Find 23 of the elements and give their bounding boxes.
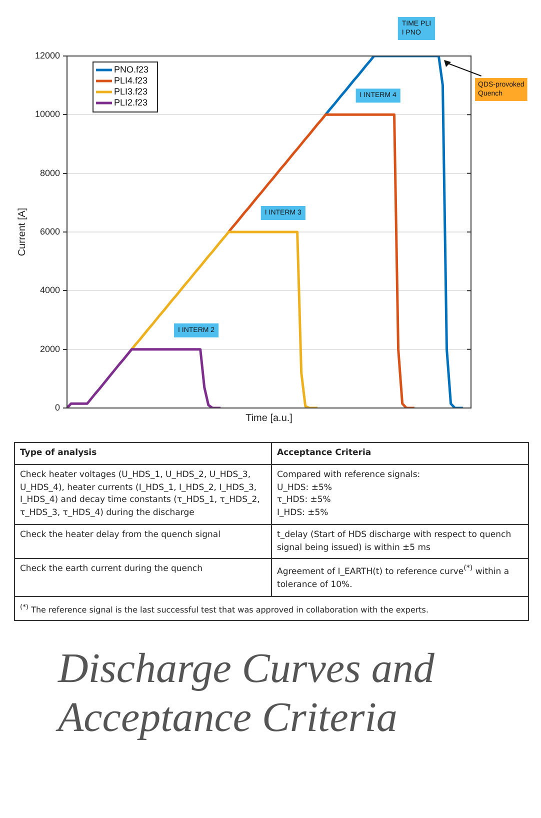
- text: t_delay (Start of HDS discharge with respect to quench signal being issued) is within ±5 ms: [272, 524, 528, 559]
- text: Compared with reference signals: U_HDS: ±5% τ_HDS: ±5% I_HDS: ±5%: [272, 464, 528, 524]
- legend-label: PLI2.f23: [114, 97, 148, 108]
- text: Acceptance Criteria: [272, 442, 528, 464]
- legend-label: PNO.f23: [114, 64, 149, 74]
- y-tick-label: 4000: [40, 285, 60, 296]
- y-tick-label: 2000: [40, 344, 60, 354]
- text: Check the heater delay from the quench signal: [14, 524, 272, 559]
- y-axis-title: Current [A]: [16, 208, 28, 256]
- y-tick-label: 0: [55, 402, 60, 412]
- y-tick-label: 8000: [40, 168, 60, 178]
- text: Check heater voltages (U_HDS_1, U_HDS_2, U_HDS_3, U_HDS_4), heater currents (I_HDS_1, I_HDS_2, I_HDS_3, I_HDS_4) and decay time constants (τ_HDS_1, τ_HDS_2, τ_HDS_3, τ_HDS_4) during the discharge: [14, 464, 272, 524]
- y-tick-label: 10000: [34, 109, 60, 120]
- text: Type of analysis: [14, 442, 272, 464]
- text: Agreement of I_EARTH(t) to reference curve$^{(*)}$ within a tolerance of 10%.: [277, 563, 510, 590]
- text: $^{(*)}$ The reference signal is the last successful test that was approved in collaboration with the experts.: [14, 596, 528, 621]
- text: Discharge Curves and Acceptance Criteria: [58, 645, 436, 742]
- legend-label: PLI3.f23: [114, 86, 148, 96]
- y-tick-label: 6000: [40, 226, 60, 236]
- x-axis-title: Time [a.u.]: [246, 412, 293, 424]
- text: Check the earth current during the quench: [14, 558, 272, 596]
- y-tick-label: 12000: [34, 50, 60, 60]
- legend-label: PLI4.f23: [114, 75, 148, 86]
